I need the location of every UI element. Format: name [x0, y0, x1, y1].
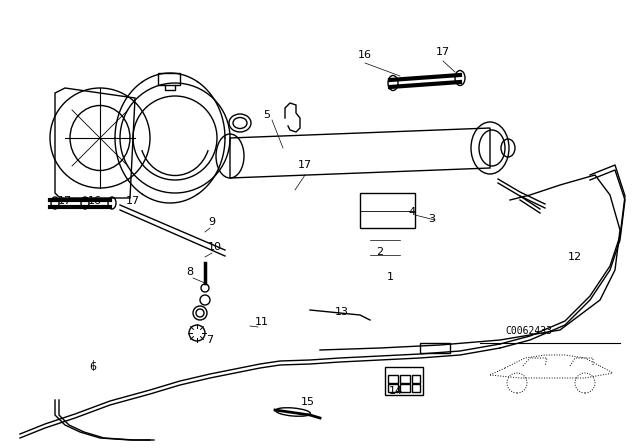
Text: 6: 6: [90, 362, 97, 372]
Bar: [388, 384, 398, 392]
Text: 16: 16: [358, 50, 372, 60]
Text: 14: 14: [389, 386, 403, 396]
Bar: [158, 73, 180, 85]
Text: 7: 7: [207, 335, 214, 345]
Text: 12: 12: [568, 252, 582, 262]
Text: 17: 17: [436, 47, 450, 57]
Bar: [360, 193, 415, 228]
Text: 4: 4: [408, 207, 415, 217]
Bar: [420, 343, 450, 353]
Text: 10: 10: [208, 242, 222, 252]
Bar: [400, 384, 410, 392]
Bar: [400, 375, 410, 383]
Text: 17: 17: [58, 196, 72, 206]
Bar: [412, 384, 420, 392]
Text: 17: 17: [126, 196, 140, 206]
Bar: [388, 375, 398, 383]
Text: 1: 1: [387, 272, 394, 282]
Bar: [412, 375, 420, 383]
Text: 11: 11: [255, 317, 269, 327]
Text: 13: 13: [335, 307, 349, 317]
Text: 3: 3: [428, 214, 435, 224]
Text: 8: 8: [186, 267, 193, 277]
Bar: [385, 367, 423, 395]
Text: 9: 9: [208, 217, 215, 227]
Text: 16: 16: [88, 196, 102, 206]
Text: 2: 2: [376, 247, 383, 257]
Text: 5: 5: [263, 110, 270, 120]
Text: C0062433: C0062433: [505, 326, 552, 336]
Text: 17: 17: [298, 160, 312, 170]
Text: 15: 15: [301, 397, 315, 407]
